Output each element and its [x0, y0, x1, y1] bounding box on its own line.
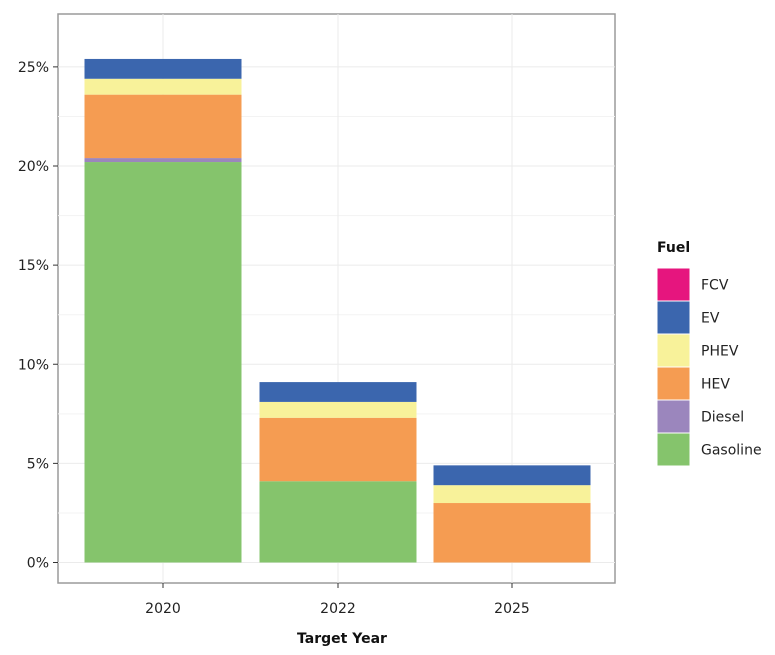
bar-segment-phev-2020 [84, 78, 242, 95]
x-tick-label: 2022 [320, 601, 356, 617]
legend-key-gasoline [656, 432, 691, 467]
y-tick-label: 5% [27, 456, 49, 472]
y-tick-label: 0% [27, 556, 49, 572]
legend-key-hev [656, 366, 691, 401]
legend-label-fcv: FCV [701, 278, 729, 294]
bar-segment-ev-2025 [433, 465, 591, 486]
bar-segment-phev-2025 [433, 485, 591, 504]
y-tick-label: 20% [18, 159, 49, 175]
legend-label-phev: PHEV [701, 344, 739, 360]
bar-segment-hev-2025 [433, 503, 591, 563]
bar-segment-diesel-2020 [84, 158, 242, 163]
legend: Fuel FCV EV PHEV HEV Diesel Gasoline [656, 240, 762, 467]
x-tick-label: 2020 [145, 601, 181, 617]
bar-segment-ev-2022 [259, 382, 417, 402]
legend-title: Fuel [657, 240, 690, 256]
legend-label-diesel: Diesel [701, 410, 744, 426]
bar-segment-gasoline-2020 [84, 162, 242, 563]
y-tick-label: 10% [18, 357, 49, 373]
legend-key-phev [656, 333, 691, 368]
legend-label-ev: EV [701, 311, 720, 327]
y-axis: 0% 5% 10% 15% 20% 25% [18, 60, 58, 572]
bar-segment-hev-2020 [84, 94, 242, 159]
bar-segment-ev-2020 [84, 58, 242, 79]
x-tick-label: 2025 [494, 601, 530, 617]
bar-segment-hev-2022 [259, 417, 417, 482]
y-tick-label: 25% [18, 60, 49, 76]
bars [84, 58, 591, 563]
x-axis: 2020 2022 2025 [145, 583, 530, 617]
x-axis-title: Target Year [297, 631, 387, 647]
legend-label-gasoline: Gasoline [701, 443, 762, 459]
legend-key-diesel [656, 399, 691, 434]
y-tick-label: 15% [18, 258, 49, 274]
legend-key-ev [656, 300, 691, 335]
bar-segment-phev-2022 [259, 401, 417, 418]
legend-label-hev: HEV [701, 377, 730, 393]
legend-key-fcv [656, 267, 691, 302]
bar-segment-gasoline-2022 [259, 481, 417, 563]
